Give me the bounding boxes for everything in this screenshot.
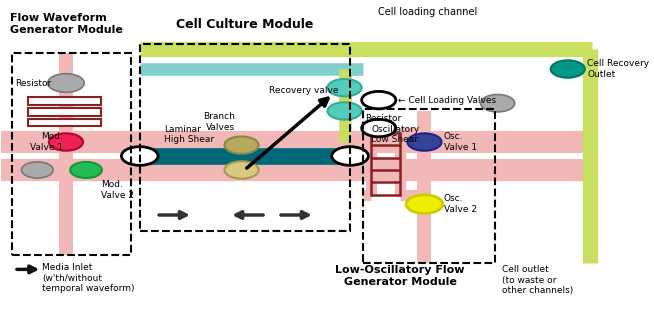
Circle shape bbox=[362, 91, 396, 109]
Text: Resistor: Resistor bbox=[365, 114, 401, 123]
Text: Laminar
High Shear: Laminar High Shear bbox=[164, 124, 215, 144]
Circle shape bbox=[332, 147, 368, 165]
Text: Mod.
Valve 2: Mod. Valve 2 bbox=[101, 180, 134, 200]
Circle shape bbox=[551, 60, 585, 78]
Circle shape bbox=[224, 136, 258, 154]
Circle shape bbox=[70, 162, 102, 178]
Text: Low-Oscillatory Flow
Generator Module: Low-Oscillatory Flow Generator Module bbox=[336, 265, 465, 287]
Text: Mod.
Valve 1: Mod. Valve 1 bbox=[30, 132, 63, 152]
Text: Resistor: Resistor bbox=[15, 79, 51, 87]
Bar bbox=[12, 53, 131, 256]
Text: Branch
Valves: Branch Valves bbox=[203, 112, 235, 132]
Bar bbox=[140, 44, 350, 231]
Bar bbox=[28, 119, 101, 126]
Circle shape bbox=[362, 119, 396, 137]
Circle shape bbox=[481, 95, 515, 112]
Circle shape bbox=[328, 102, 362, 120]
Circle shape bbox=[406, 195, 443, 213]
Circle shape bbox=[22, 162, 53, 178]
Text: Osc.
Valve 2: Osc. Valve 2 bbox=[444, 194, 477, 214]
Text: Osc.
Valve 1: Osc. Valve 1 bbox=[444, 132, 477, 152]
Circle shape bbox=[224, 161, 258, 179]
Text: ← Cell Loading Valves: ← Cell Loading Valves bbox=[398, 95, 496, 105]
Circle shape bbox=[48, 74, 84, 92]
Text: Cell outlet
(to waste or
other channels): Cell outlet (to waste or other channels) bbox=[502, 265, 573, 295]
Circle shape bbox=[122, 147, 158, 165]
Circle shape bbox=[328, 79, 362, 96]
Text: Recovery valve: Recovery valve bbox=[269, 86, 339, 95]
Text: Oscillatory
Low Shear: Oscillatory Low Shear bbox=[371, 124, 420, 144]
Text: Cell Recovery
Outlet: Cell Recovery Outlet bbox=[587, 59, 649, 79]
Circle shape bbox=[407, 133, 441, 151]
Text: Flow Waveform
Generator Module: Flow Waveform Generator Module bbox=[10, 13, 123, 35]
Text: Media Inlet
(w'th/without
temporal waveform): Media Inlet (w'th/without temporal wavef… bbox=[42, 263, 135, 293]
Circle shape bbox=[49, 133, 83, 151]
Bar bbox=[28, 108, 101, 116]
Text: Cell loading channel: Cell loading channel bbox=[378, 7, 477, 17]
Text: Cell Culture Module: Cell Culture Module bbox=[176, 18, 313, 31]
Bar bbox=[28, 97, 101, 105]
Bar bbox=[364, 110, 494, 263]
